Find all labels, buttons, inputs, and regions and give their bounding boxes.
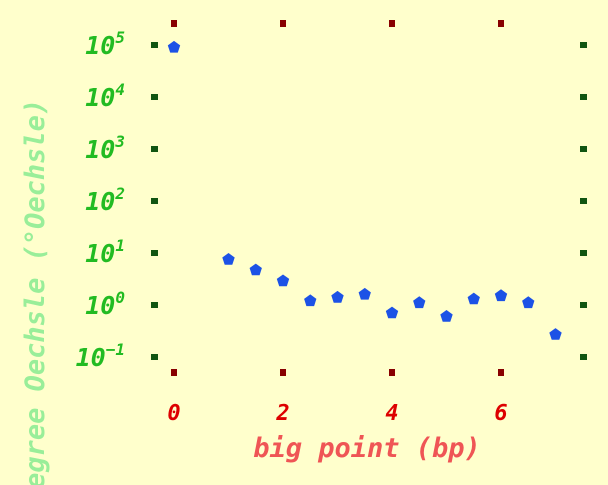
- data-point: [358, 287, 371, 300]
- y-tick-mark-left: [151, 302, 158, 308]
- y-tick-base: 10: [85, 187, 115, 216]
- x-tick-label: 6: [494, 401, 507, 426]
- y-tick-label: 105: [85, 28, 125, 60]
- x-tick-mark-top: [171, 20, 177, 27]
- data-point: [331, 290, 344, 303]
- y-tick-exponent: 0: [115, 288, 125, 307]
- y-tick-mark-left: [151, 94, 158, 100]
- y-tick-label: 103: [85, 132, 125, 164]
- x-tick-mark-top: [389, 20, 395, 27]
- y-tick-label: 104: [85, 80, 125, 112]
- data-point: [522, 296, 535, 309]
- x-tick-label: 2: [275, 401, 289, 426]
- y-tick-label: 102: [85, 184, 125, 216]
- y-tick-label: 10−1: [76, 340, 125, 372]
- y-tick-base: 10: [85, 83, 115, 112]
- y-tick-base: 10: [85, 31, 115, 60]
- y-tick-mark-right: [580, 94, 587, 100]
- y-tick-mark-left: [151, 354, 158, 360]
- y-tick-mark-right: [580, 354, 587, 360]
- y-axis-title: degree Oechsle (°Oechsle): [20, 99, 51, 485]
- data-point: [549, 328, 562, 340]
- data-point: [440, 310, 453, 322]
- y-tick-mark-right: [580, 302, 587, 308]
- y-tick-marks: [151, 42, 587, 360]
- y-tick-mark-left: [151, 146, 158, 152]
- x-axis-title: big point (bp): [253, 433, 481, 464]
- y-tick-base: 10: [76, 343, 106, 372]
- y-tick-exponent: 3: [114, 132, 125, 151]
- data-points: [167, 40, 562, 340]
- data-point: [494, 289, 508, 302]
- x-tick-mark-bottom: [171, 369, 177, 376]
- x-tick-mark-top: [498, 20, 504, 27]
- y-tick-exponent: 2: [114, 184, 125, 203]
- y-tick-exponent: 5: [115, 28, 125, 47]
- x-tick-mark-top: [280, 20, 286, 27]
- data-point: [222, 253, 235, 265]
- x-tick-mark-bottom: [389, 369, 395, 376]
- data-point: [304, 294, 317, 307]
- y-tick-mark-left: [151, 198, 158, 204]
- y-tick-mark-left: [151, 250, 158, 256]
- x-tick-label: 4: [385, 401, 398, 426]
- y-tick-exponent: 1: [115, 236, 125, 255]
- y-tick-mark-right: [580, 250, 587, 256]
- x-tick-label: 0: [167, 401, 180, 426]
- data-point: [385, 306, 399, 319]
- x-tick-mark-bottom: [280, 369, 286, 376]
- y-tick-label: 100: [85, 288, 125, 320]
- data-point: [467, 292, 480, 305]
- y-tick-exponent: 4: [115, 80, 125, 99]
- y-tick-mark-left: [151, 42, 158, 48]
- data-point: [167, 40, 181, 53]
- x-tick-marks: [171, 20, 504, 376]
- y-tick-exponent: −1: [106, 340, 125, 359]
- y-tick-mark-right: [580, 42, 587, 48]
- y-tick-base: 10: [85, 291, 115, 320]
- y-tick-mark-right: [580, 146, 587, 152]
- data-point: [413, 296, 426, 309]
- y-tick-label: 101: [85, 236, 125, 268]
- data-point: [249, 263, 262, 276]
- x-tick-labels: 0 2 4 6: [167, 401, 507, 426]
- y-tick-base: 10: [85, 239, 115, 268]
- x-tick-mark-bottom: [498, 369, 504, 376]
- data-point: [276, 274, 290, 287]
- y-tick-mark-right: [580, 198, 587, 204]
- y-tick-base: 10: [85, 135, 115, 164]
